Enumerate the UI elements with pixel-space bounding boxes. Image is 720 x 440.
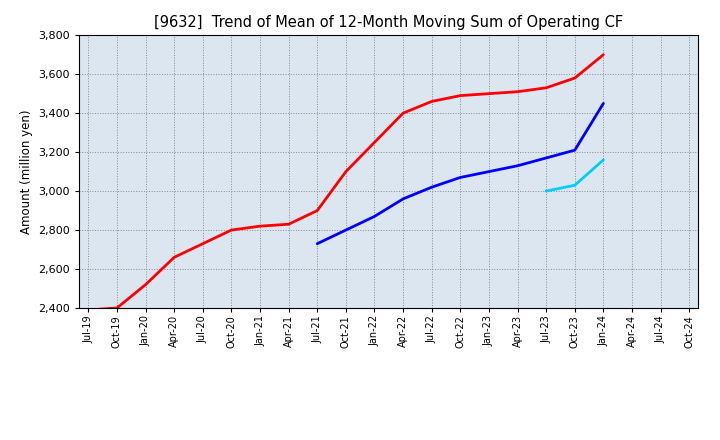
Title: [9632]  Trend of Mean of 12-Month Moving Sum of Operating CF: [9632] Trend of Mean of 12-Month Moving … [154,15,624,30]
Y-axis label: Amount (million yen): Amount (million yen) [20,110,33,234]
